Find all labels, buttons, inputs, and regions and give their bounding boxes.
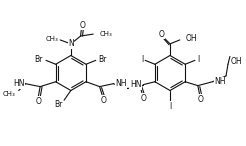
Text: I: I <box>141 55 143 64</box>
Text: Br: Br <box>35 55 43 64</box>
Text: I: I <box>169 102 171 111</box>
Text: O: O <box>101 96 107 105</box>
Text: CH₃: CH₃ <box>100 31 113 37</box>
Text: NH: NH <box>214 77 226 86</box>
Text: Br: Br <box>55 100 63 109</box>
Text: O: O <box>198 95 204 104</box>
Text: HN: HN <box>130 80 141 89</box>
Text: O: O <box>80 21 85 30</box>
Text: CH₃: CH₃ <box>3 91 16 97</box>
Text: O: O <box>140 94 146 103</box>
Text: I: I <box>197 55 199 64</box>
Text: HN: HN <box>13 79 25 88</box>
Text: OH: OH <box>185 34 197 44</box>
Text: N: N <box>68 39 74 48</box>
Text: OH: OH <box>231 57 243 66</box>
Text: Br: Br <box>99 55 107 64</box>
Text: NH: NH <box>115 79 127 88</box>
Text: CH₃: CH₃ <box>46 36 58 42</box>
Text: O: O <box>158 30 164 39</box>
Text: O: O <box>35 97 41 106</box>
